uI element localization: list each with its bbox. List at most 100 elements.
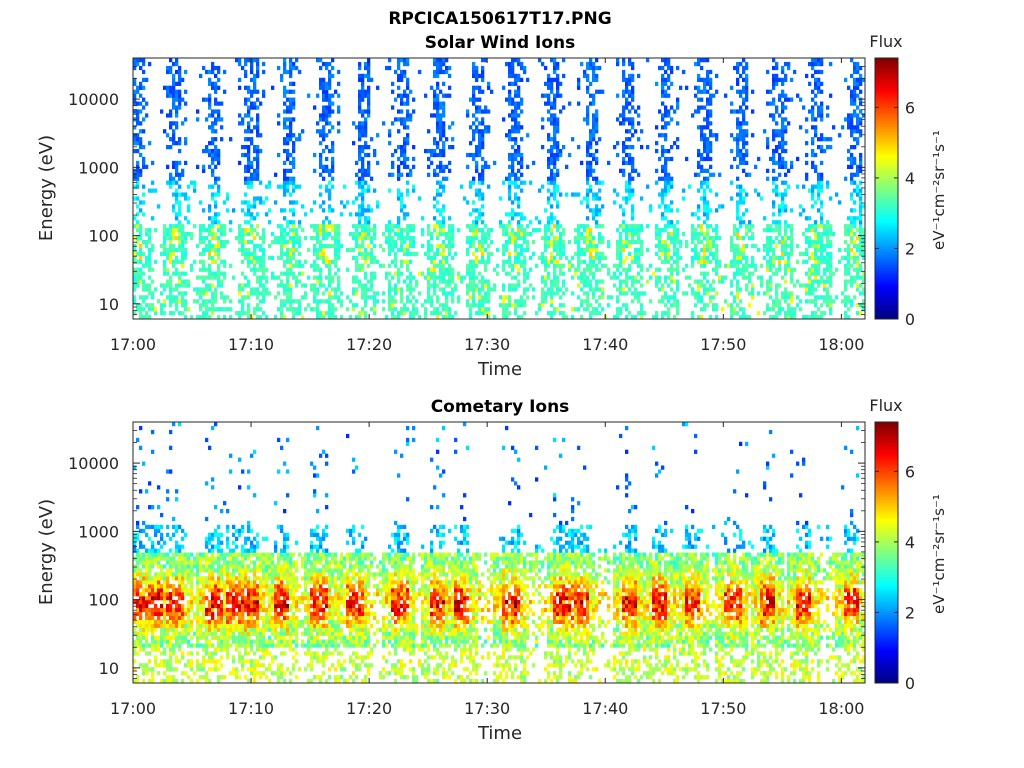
heatmap-cell bbox=[265, 184, 269, 189]
heatmap-cell bbox=[133, 77, 137, 83]
heatmap-cell bbox=[628, 275, 632, 280]
heatmap-cell bbox=[619, 255, 623, 260]
heatmap-cell bbox=[481, 247, 485, 253]
heatmap-cell bbox=[418, 271, 422, 276]
heatmap-cell bbox=[325, 93, 329, 98]
heatmap-cell bbox=[589, 271, 593, 276]
heatmap-cell bbox=[514, 235, 518, 241]
heatmap-cell bbox=[823, 311, 827, 316]
heatmap-cell bbox=[526, 133, 530, 138]
heatmap-cell bbox=[289, 129, 293, 134]
heatmap-cell bbox=[481, 137, 485, 142]
heatmap-cell bbox=[586, 232, 590, 237]
heatmap-cell bbox=[181, 271, 185, 276]
heatmap-cell bbox=[469, 267, 473, 272]
heatmap-cell bbox=[664, 255, 668, 260]
heatmap-cell bbox=[292, 243, 296, 249]
heatmap-cell bbox=[370, 228, 374, 233]
heatmap-cell bbox=[769, 239, 773, 245]
heatmap-cell bbox=[529, 220, 533, 225]
heatmap-cell bbox=[364, 65, 368, 71]
heatmap-cell bbox=[295, 235, 299, 241]
heatmap-cell bbox=[556, 89, 560, 94]
heatmap-cell bbox=[292, 299, 296, 304]
heatmap-cell bbox=[667, 208, 671, 213]
heatmap-cell bbox=[472, 275, 476, 280]
heatmap-cell bbox=[811, 105, 815, 110]
heatmap-cell bbox=[433, 263, 437, 268]
heatmap-cell bbox=[484, 299, 488, 304]
heatmap-cell bbox=[280, 184, 284, 189]
heatmap-cell bbox=[511, 58, 515, 63]
heatmap-cell bbox=[250, 93, 254, 98]
heatmap-cell bbox=[709, 208, 713, 213]
heatmap-cell bbox=[304, 259, 308, 264]
heatmap-cell bbox=[505, 212, 509, 217]
heatmap-cell bbox=[358, 251, 362, 257]
heatmap-cell bbox=[202, 239, 206, 245]
heatmap-cell bbox=[148, 232, 152, 237]
heatmap-cell bbox=[439, 232, 443, 237]
heatmap-cell bbox=[271, 232, 275, 237]
heatmap-cell bbox=[559, 93, 563, 98]
heatmap-cell bbox=[712, 303, 716, 308]
heatmap-cell bbox=[178, 89, 182, 94]
heatmap-cell bbox=[811, 243, 815, 249]
heatmap-cell bbox=[817, 295, 821, 300]
heatmap-cell bbox=[814, 295, 818, 300]
heatmap-cell bbox=[505, 224, 509, 229]
heatmap-cell bbox=[328, 93, 332, 98]
heatmap-cell bbox=[406, 141, 410, 146]
heatmap-cell bbox=[520, 315, 524, 320]
heatmap-cell bbox=[508, 295, 512, 300]
heatmap-cell bbox=[613, 271, 617, 276]
heatmap-cell bbox=[172, 133, 176, 138]
heatmap-cell bbox=[328, 105, 332, 110]
heatmap-cell bbox=[673, 243, 677, 249]
heatmap-cell bbox=[358, 97, 362, 102]
heatmap-cell bbox=[778, 97, 782, 102]
heatmap-cell bbox=[400, 291, 404, 296]
heatmap-cell bbox=[280, 271, 284, 276]
heatmap-cell bbox=[628, 228, 632, 233]
heatmap-cell bbox=[313, 299, 317, 304]
heatmap-cell bbox=[820, 200, 824, 205]
heatmap-cell bbox=[370, 287, 374, 292]
heatmap-cell bbox=[376, 85, 380, 90]
heatmap-cell bbox=[799, 283, 803, 288]
heatmap-cell bbox=[469, 287, 473, 292]
heatmap-cell bbox=[136, 172, 140, 177]
heatmap-cell bbox=[427, 148, 431, 154]
heatmap-cell bbox=[436, 129, 440, 134]
heatmap-cell bbox=[136, 85, 140, 90]
heatmap-cell bbox=[451, 287, 455, 292]
heatmap-cell bbox=[184, 101, 188, 106]
heatmap-cell bbox=[193, 224, 197, 229]
heatmap-cell bbox=[550, 311, 554, 316]
heatmap-cell bbox=[322, 243, 326, 249]
heatmap-cell bbox=[640, 224, 644, 229]
heatmap-cell bbox=[379, 243, 383, 249]
heatmap-cell bbox=[394, 259, 398, 264]
heatmap-cell bbox=[256, 69, 260, 75]
heatmap-cell bbox=[436, 65, 440, 71]
heatmap-cell bbox=[175, 287, 179, 292]
heatmap-cell bbox=[298, 271, 302, 276]
heatmap-cell bbox=[547, 180, 551, 185]
heatmap-cell bbox=[289, 69, 293, 75]
heatmap-cell bbox=[319, 283, 323, 288]
heatmap-cell bbox=[280, 307, 284, 312]
heatmap-cell bbox=[763, 129, 767, 134]
heatmap-cell bbox=[586, 224, 590, 229]
heatmap-cell bbox=[331, 109, 335, 114]
heatmap-cell bbox=[478, 180, 482, 185]
heatmap-cell bbox=[289, 65, 293, 71]
heatmap-cell bbox=[508, 65, 512, 71]
heatmap-cell bbox=[181, 247, 185, 253]
heatmap-cell bbox=[319, 141, 323, 146]
heatmap-cell bbox=[616, 287, 620, 292]
heatmap-cell bbox=[403, 141, 407, 146]
heatmap-cell bbox=[541, 125, 545, 130]
heatmap-cell bbox=[367, 109, 371, 114]
heatmap-cell bbox=[436, 208, 440, 213]
